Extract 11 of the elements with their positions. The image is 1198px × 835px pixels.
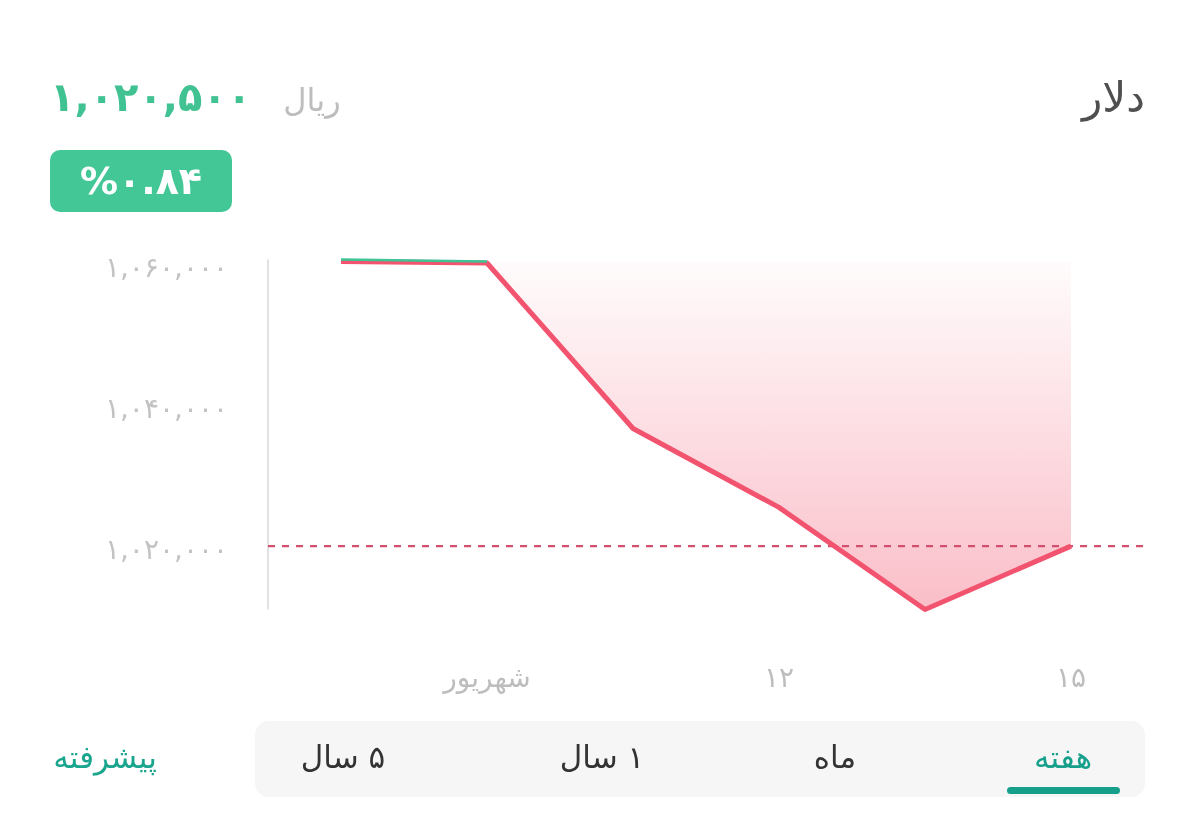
advanced: پیشرفته bbox=[53, 739, 157, 775]
y-tick-label: ۱,۰۶۰,۰۰۰ bbox=[104, 251, 228, 285]
title: دلار bbox=[1082, 72, 1145, 122]
badge: %۰.۸۴ bbox=[50, 150, 232, 212]
x-tick-label: ۱۲ bbox=[763, 660, 795, 694]
x-tick-label: ۱۵ bbox=[1055, 660, 1087, 694]
price: ۱,۰۲۰,۵۰۰ ریال bbox=[50, 74, 341, 120]
x-tick-label: شهریور bbox=[441, 660, 531, 694]
y-tick-label: ۱,۰۴۰,۰۰۰ bbox=[104, 392, 228, 426]
tabs: هفته ماه ۱ سال ۵ سال bbox=[255, 721, 1145, 797]
y-tick-label: ۱,۰۲۰,۰۰۰ bbox=[104, 533, 228, 567]
